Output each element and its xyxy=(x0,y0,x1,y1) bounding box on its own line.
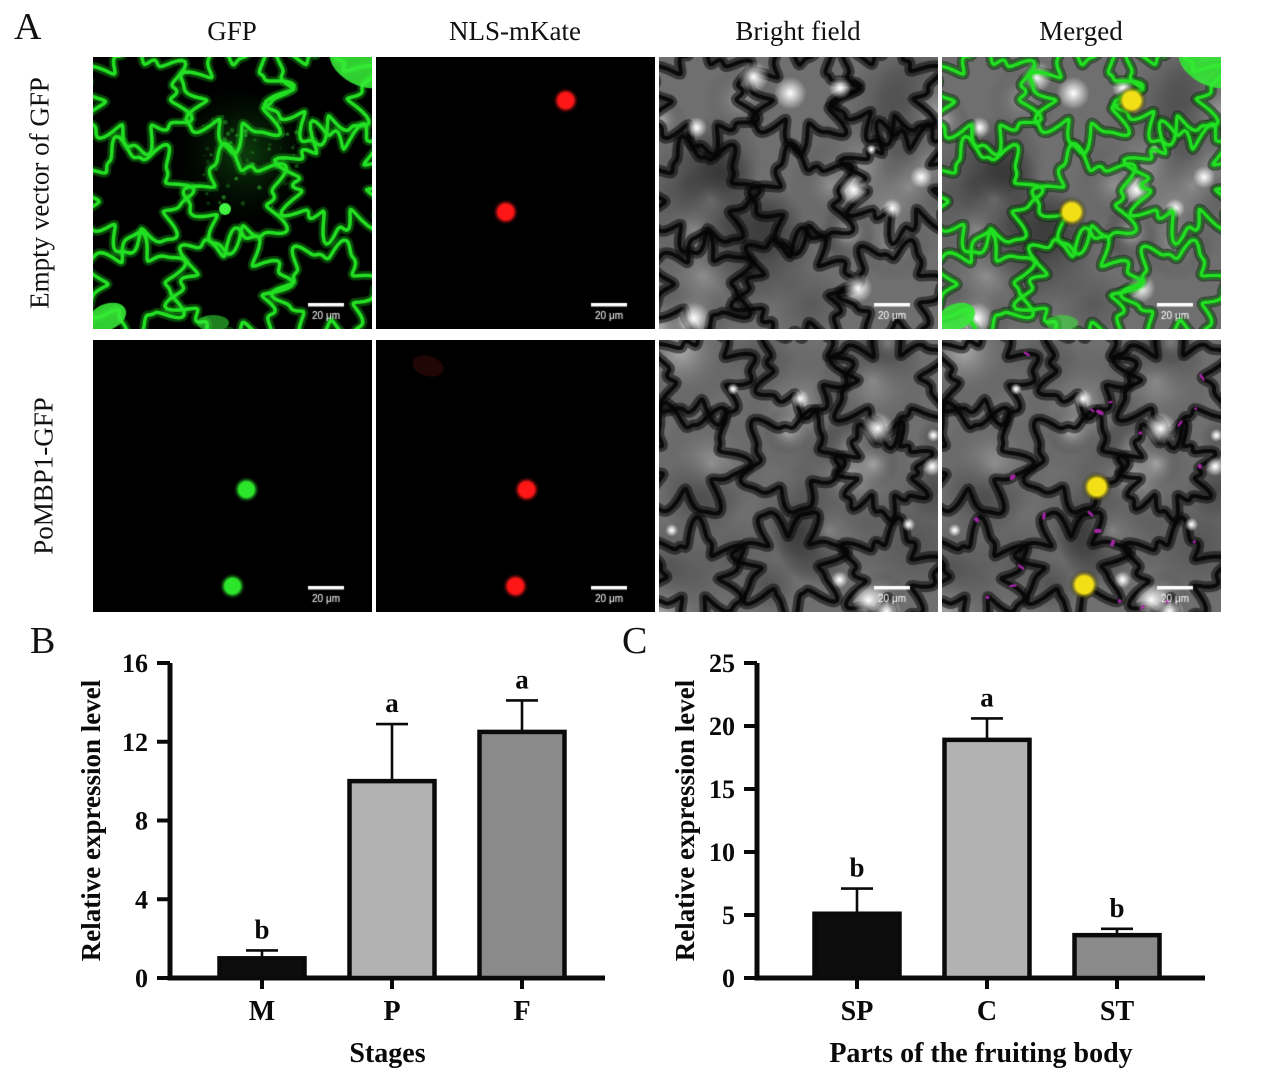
sig-letter-B-M: b xyxy=(254,914,269,944)
bar-C-ST xyxy=(1072,932,1162,981)
panel-a-label: A xyxy=(14,6,42,48)
micro-empty-vector-gfp-image xyxy=(93,57,372,329)
svg-text:8: 8 xyxy=(135,807,148,836)
svg-text:12: 12 xyxy=(122,728,148,757)
x-tick-label-C-C: C xyxy=(977,996,997,1027)
x-axis-title-B: Stages xyxy=(349,1038,425,1069)
svg-text:4: 4 xyxy=(135,885,148,914)
x-tick-label-C-SP: SP xyxy=(841,996,874,1027)
svg-text:10: 10 xyxy=(709,838,735,867)
sig-letter-C-ST: b xyxy=(1109,893,1124,923)
micro-pombp1-merged-image xyxy=(942,340,1221,612)
panel-b-label: B xyxy=(30,620,56,662)
row-label-pombp1-gfp: PoMBP1-GFP xyxy=(28,397,59,555)
x-tick-label-B-M: M xyxy=(249,996,275,1027)
micro-empty-vector-bright-field-image xyxy=(659,57,938,329)
svg-text:5: 5 xyxy=(722,901,735,930)
svg-text:0: 0 xyxy=(722,964,735,993)
svg-text:20: 20 xyxy=(709,712,735,741)
y-axis-title-B: Relative expression level xyxy=(76,679,106,961)
sig-letter-C-C: a xyxy=(980,682,994,712)
column-header-bright-field: Bright field xyxy=(735,16,861,46)
bar-B-M xyxy=(217,956,307,981)
x-tick-label-B-F: F xyxy=(513,996,530,1027)
svg-text:0: 0 xyxy=(135,964,148,993)
micro-pombp1-bright-field-image xyxy=(659,340,938,612)
bar-B-P xyxy=(347,778,437,981)
column-header-gfp: GFP xyxy=(207,16,257,46)
column-header-merged: Merged xyxy=(1039,16,1123,46)
svg-text:15: 15 xyxy=(709,775,735,804)
panel-c-label: C xyxy=(622,620,648,662)
sig-letter-C-SP: b xyxy=(849,853,864,883)
sig-letter-B-F: a xyxy=(515,664,529,694)
chart-c-fruiting-body: 0 5 10 15 20 25 b SP a Cb ST Parts of the fruiting … xyxy=(670,649,1205,1069)
chart-b-stages: 0 4 8 12 16 b Ma Pa F Stages Relative expression l… xyxy=(76,649,605,1069)
x-tick-label-B-P: P xyxy=(383,996,400,1027)
micro-pombp1-nls-mkate-image xyxy=(376,340,655,612)
svg-text:16: 16 xyxy=(122,649,148,678)
row-label-empty-vector: Empty vector of GFP xyxy=(24,77,55,309)
x-tick-label-C-ST: ST xyxy=(1100,996,1135,1027)
bar-C-SP xyxy=(812,911,902,981)
sig-letter-B-P: a xyxy=(385,688,399,718)
micro-pombp1-gfp-image xyxy=(93,340,372,612)
micro-empty-vector-merged-image xyxy=(942,57,1221,329)
micro-empty-vector-nls-mkate-image xyxy=(376,57,655,329)
svg-text:25: 25 xyxy=(709,649,735,678)
x-axis-title-C: Parts of the fruiting body xyxy=(829,1038,1132,1069)
bar-C-C xyxy=(942,737,1032,981)
y-axis-title-C: Relative expression level xyxy=(670,679,700,961)
column-header-nls-mkate: NLS-mKate xyxy=(449,16,581,46)
bar-B-F xyxy=(477,729,567,981)
